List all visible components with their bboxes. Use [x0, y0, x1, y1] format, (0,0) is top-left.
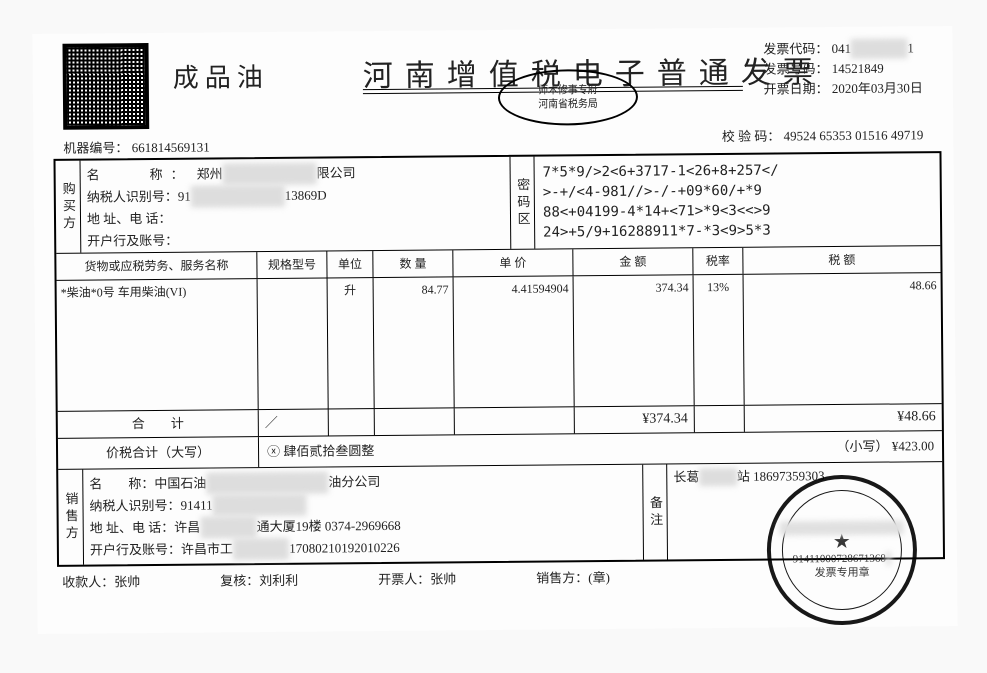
- invoice-code-val: 041: [831, 41, 851, 56]
- item-amt: 374.34: [573, 275, 694, 406]
- check-val: 49524 65353 01516 49719: [784, 127, 924, 143]
- invoice-code-tail: 1: [907, 40, 914, 55]
- reviewer: 复核：刘利利: [220, 570, 298, 590]
- header: 成品油 河南增值税电子普通发票 师木修事专府 河南省税务局 发票代码： 041X…: [52, 36, 933, 154]
- invoice-date-label: 开票日期：: [764, 81, 829, 97]
- col-tax: 税 额: [742, 246, 940, 274]
- col-qty: 数 量: [372, 250, 452, 277]
- buyer-side-label: 购买方: [56, 161, 81, 253]
- check-label: 校 验 码：: [722, 129, 781, 145]
- daxie-cn: 肆佰贰拾叁圆整: [283, 443, 374, 459]
- password-area: 7*5*9/>2<6+3717-1<26+8+257</ >-+/<4-981/…: [533, 153, 940, 249]
- col-spec: 规格型号: [256, 251, 326, 278]
- daxie-mark: ⓧ: [267, 444, 280, 459]
- row-buyer: 购买方 名 称：郑州XXXXXXXXXX限公司 纳税人识别号：91XXXXXXX…: [56, 153, 941, 253]
- item-tax: 48.66: [743, 273, 942, 405]
- buyer-bank: 开户行及账号：: [87, 227, 504, 253]
- item-spec: [257, 278, 328, 409]
- oval-stamp: 师木修事专府 河南省税务局: [498, 69, 638, 126]
- xiaoxie-val: ¥423.00: [892, 438, 934, 453]
- oil-label: 成品油: [173, 57, 269, 95]
- seller-side-label: 销售方: [58, 470, 83, 565]
- invoice-date-val: 2020年03月30日: [832, 80, 923, 96]
- header-right: 发票代码： 041XXXXXX1 发票号码： 14521849 开票日期： 20…: [763, 38, 923, 99]
- heji-amt: ¥374.34: [574, 406, 694, 433]
- payee: 收款人：张帅: [62, 571, 140, 591]
- machine-label: 机器编号：: [63, 140, 128, 156]
- pwd-side-label: 密码区: [509, 157, 534, 249]
- machine-no: 机器编号： 661814569131: [63, 136, 209, 156]
- invoice-num-label: 发票号码：: [763, 61, 828, 77]
- item-price: 4.41594904: [453, 276, 574, 407]
- col-amt: 金 额: [572, 248, 692, 275]
- round-stamp: XXXXXX河南许昌销售分 ★ 914110007286713681 发票专用章: [766, 474, 917, 625]
- invoice-page: 成品油 河南增值税电子普通发票 师木修事专府 河南省税务局 发票代码： 041X…: [32, 26, 957, 634]
- check-code: 校 验 码： 49524 65353 01516 49719: [722, 124, 924, 145]
- oval-line1: 师木修事专府: [538, 83, 598, 98]
- seller-bank: 开户行及账号：许昌市工XXXXXX17080210192010226: [90, 535, 637, 562]
- buyer-block: 名 称：郑州XXXXXXXXXX限公司 纳税人识别号：91XXXXXXXXXX1…: [80, 157, 511, 253]
- item-name: *柴油*0号 车用柴油(VI): [57, 279, 258, 411]
- col-price: 单 价: [452, 249, 572, 276]
- heji-tax: ¥48.66: [744, 404, 942, 432]
- machine-val: 661814569131: [132, 139, 210, 155]
- col-rate: 税率: [692, 248, 742, 274]
- pwd-l4: 24>+5/9+16288911*7-*3<9>5*3: [543, 219, 932, 242]
- invoice-code-row: 发票代码： 041XXXXXX1: [763, 38, 922, 59]
- invoice-num-row: 发票号码： 14521849: [763, 58, 922, 79]
- item-rate: 13%: [693, 275, 744, 405]
- invoice-num-val: 14521849: [832, 61, 884, 76]
- invoice-code-blur: XXXXXX: [851, 38, 908, 58]
- invoice-code-label: 发票代码：: [763, 41, 828, 57]
- oval-line2: 河南省税务局: [538, 97, 598, 112]
- drawer: 开票人：张帅: [378, 568, 456, 588]
- col-unit: 单位: [326, 251, 372, 277]
- row-item: *柴油*0号 车用柴油(VI) 升 84.77 4.41594904 374.3…: [57, 272, 942, 411]
- daxie-label: 价税合计（大写）: [58, 437, 258, 469]
- xiaoxie-label: （小写）: [836, 439, 888, 454]
- seller-seal-note: 销售方：(章): [536, 567, 610, 587]
- heji-label: 合 计: [58, 410, 258, 438]
- seller-block: 名 称：中国石油XXXXXXXXXXXXX油分公司 纳税人识别号：91411XX…: [82, 465, 643, 565]
- heji-slash: ／: [258, 409, 328, 436]
- item-qty: 84.77: [373, 277, 454, 408]
- item-unit: 升: [327, 278, 374, 408]
- remark-side-label: 备注: [642, 465, 667, 560]
- qr-code: [62, 43, 149, 130]
- stamp-inner-ring: [781, 489, 902, 610]
- daxie-content: ⓧ 肆佰贰拾叁圆整 （小写） ¥423.00: [258, 431, 942, 467]
- col-name: 货物或应税劳务、服务名称: [56, 252, 256, 280]
- invoice-date-row: 开票日期： 2020年03月30日: [764, 78, 923, 99]
